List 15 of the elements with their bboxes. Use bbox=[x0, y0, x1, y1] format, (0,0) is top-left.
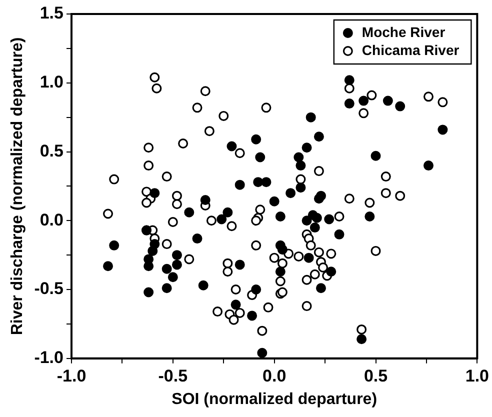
x-axis-title: SOI (normalized departure) bbox=[172, 390, 378, 408]
y-tick-label: 0.0 bbox=[40, 210, 64, 230]
legend-label: Moche River bbox=[362, 24, 446, 40]
x-tick-label: 0.0 bbox=[262, 366, 286, 386]
y-tick-label: 1.0 bbox=[40, 72, 64, 92]
x-tick-label: 0.5 bbox=[364, 366, 388, 386]
x-tick-label: -0.5 bbox=[158, 366, 188, 386]
x-tick-label: -1.0 bbox=[56, 366, 86, 386]
y-tick-label: -1.0 bbox=[34, 348, 64, 368]
y-tick-label: 0.5 bbox=[40, 141, 64, 160]
y-tick-label: 1.5 bbox=[40, 4, 64, 23]
y-tick-label: -0.5 bbox=[34, 279, 64, 298]
legend-label: Chicama River bbox=[362, 42, 460, 58]
x-tick-label: 1.0 bbox=[465, 366, 490, 386]
y-axis-title: River discharge (normalized departure) bbox=[9, 37, 26, 336]
